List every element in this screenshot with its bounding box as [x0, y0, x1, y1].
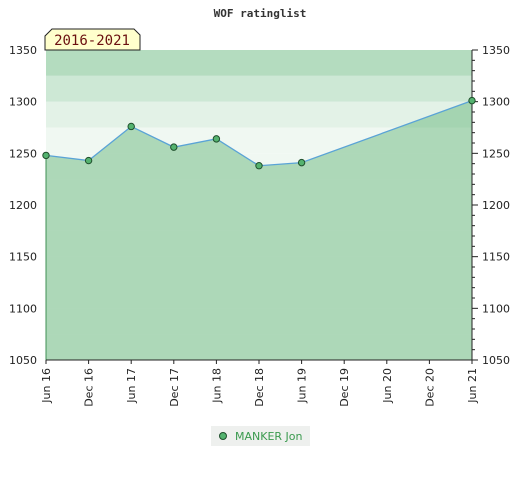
data-point — [170, 143, 178, 151]
legend: MANKER Jon — [211, 426, 310, 446]
y-tick-label-left: 1200 — [9, 199, 37, 212]
y-tick-label-right: 1100 — [482, 302, 510, 315]
chart-axes: 1050 1050 1100 1100 1150 1150 1200 1200 1250 1250… — [9, 44, 510, 407]
x-tick-label: Dec 18 — [253, 368, 266, 407]
data-point — [127, 122, 135, 131]
y-tick-label-left: 1150 — [9, 251, 37, 264]
plot-band — [46, 308, 472, 335]
data-point — [255, 162, 263, 170]
x-tick-label: Dec 17 — [168, 368, 181, 407]
x-tick-label: Dec 19 — [338, 368, 351, 407]
y-tick-label-left: 1100 — [9, 302, 37, 315]
legend-label: MANKER Jon — [235, 429, 303, 443]
y-tick-label-right: 1300 — [482, 96, 510, 109]
y-tick-label-right: 1250 — [482, 147, 510, 160]
plot-band — [46, 50, 472, 76]
legend-marker-icon — [219, 432, 227, 440]
period-badge: 2016-2021 — [44, 28, 141, 51]
chart-title: WOF ratinglist — [214, 7, 307, 20]
data-points — [42, 96, 476, 170]
series-line — [45, 100, 473, 167]
data-point — [42, 151, 50, 160]
y-tick-label-right: 1150 — [482, 251, 510, 264]
x-tick-label: Jun 20 — [381, 368, 394, 404]
plot-band — [46, 334, 472, 360]
y-tick-label-left: 1050 — [9, 354, 37, 367]
plot-band — [46, 256, 472, 283]
x-tick-label: Jun 21 — [466, 368, 479, 404]
y-tick-label-right: 1050 — [482, 354, 510, 367]
plot-bands — [46, 50, 472, 360]
y-tick-label-left: 1250 — [9, 147, 37, 160]
period-label: 2016-2021 — [54, 33, 130, 49]
data-point — [468, 96, 476, 105]
data-point — [84, 156, 93, 165]
x-tick-label: Jun 16 — [40, 368, 53, 404]
series-area — [46, 100, 472, 360]
y-tick-label-left: 1300 — [9, 96, 37, 109]
x-tick-label: Jun 19 — [296, 368, 309, 404]
plot-band — [46, 205, 472, 231]
x-tick-label: Dec 20 — [423, 368, 436, 407]
x-tick-label: Dec 16 — [83, 368, 96, 407]
plot-band — [46, 127, 472, 154]
plot-band — [46, 230, 472, 257]
rating-area — [45, 100, 473, 360]
data-point — [297, 158, 306, 167]
plot-band — [46, 75, 472, 102]
plot-band — [46, 101, 472, 128]
y-tick-label-right: 1200 — [482, 199, 510, 212]
data-point — [212, 135, 221, 143]
y-tick-label-left: 1350 — [9, 44, 37, 57]
y-tick-label-right: 1350 — [482, 44, 510, 57]
plot-band — [46, 282, 472, 309]
x-tick-label: Jun 17 — [125, 368, 138, 404]
plot-band — [46, 179, 472, 205]
x-tick-label: Jun 18 — [210, 368, 223, 404]
